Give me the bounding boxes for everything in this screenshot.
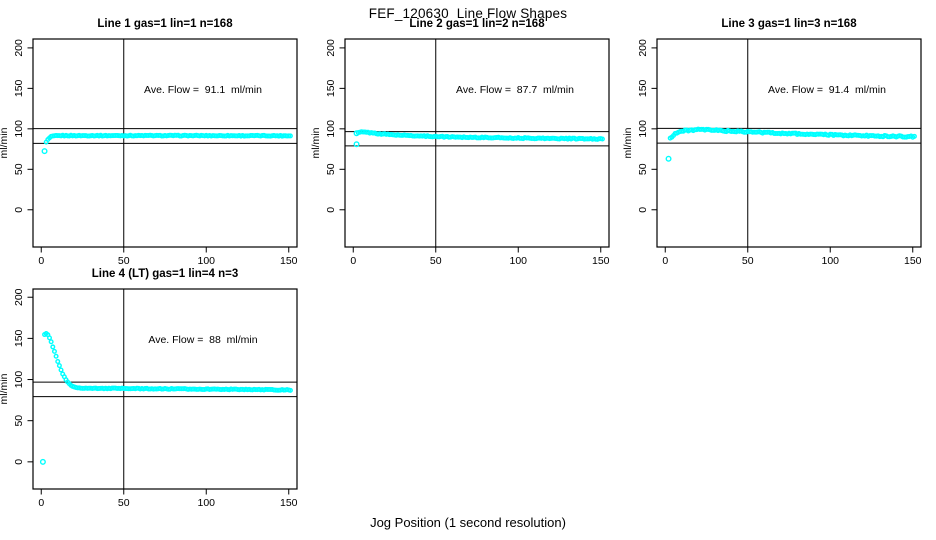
x-tick-label: 50 [742, 255, 754, 267]
x-tick-label: 150 [904, 255, 922, 267]
avg-flow-annotation: Ave. Flow = 88 ml/min [148, 334, 258, 346]
outlier-point [353, 130, 360, 137]
avg-flow-annotation: Ave. Flow = 87.7 ml/min [456, 84, 574, 96]
x-tick-label: 0 [662, 255, 668, 267]
y-tick-label: 200 [637, 39, 649, 57]
data-point [55, 359, 61, 365]
plot-canvas: 0 50 100 150 200 0 50 100 150 [325, 38, 610, 267]
outlier-point [353, 141, 360, 148]
y-tick-label: 150 [325, 79, 337, 97]
x-tick-label: 150 [592, 255, 610, 267]
outlier-point [41, 148, 48, 155]
avg-flow-annotation: Ave. Flow = 91.4 ml/min [768, 84, 886, 96]
x-tick-label: 50 [118, 255, 130, 267]
y-tick-label: 150 [13, 79, 25, 97]
x-tick-label: 0 [350, 255, 356, 267]
y-tick-label: 50 [637, 163, 649, 175]
y-tick-label: 100 [13, 120, 25, 138]
data-point [51, 348, 57, 354]
panel-title: Line 3 gas=1 lin=3 n=168 [721, 18, 857, 30]
data-point [48, 339, 54, 345]
data-point [287, 387, 293, 393]
y-tick-label: 0 [13, 207, 25, 213]
plot-canvas: 0 50 100 150 200 0 50 100 150 [13, 288, 298, 509]
data-point [911, 133, 917, 139]
x-tick-label: 50 [430, 255, 442, 267]
data-point [53, 353, 59, 359]
x-tick-label: 50 [118, 497, 130, 509]
panel-title: Line 4 (LT) gas=1 lin=4 n=3 [91, 268, 239, 280]
data-point [46, 335, 52, 341]
data-point [58, 367, 64, 373]
y-tick-label: 50 [13, 163, 25, 175]
panel-title: Line 1 gas=1 lin=1 n=168 [97, 18, 233, 30]
y-tick-label: 100 [637, 120, 649, 138]
y-tick-label: 200 [13, 288, 25, 306]
panel-title: Line 2 gas=1 lin=2 n=168 [409, 18, 545, 30]
plot-box [32, 288, 298, 490]
outlier-point [665, 155, 672, 162]
x-tick-label: 0 [38, 497, 44, 509]
panel-line-1: Line 1 gas=1 lin=1 n=168 ml/min Ave. Flo… [0, 18, 298, 267]
x-tick-label: 150 [280, 255, 298, 267]
y-tick-label: 0 [13, 459, 25, 465]
plot-canvas: 0 50 100 150 200 0 50 100 150 [637, 38, 922, 267]
outlier-point [39, 458, 46, 465]
figure-title: FEF_120630 Line Flow Shapes [368, 6, 568, 21]
panel-line-4: Line 4 (LT) gas=1 lin=4 n=3 ml/min Ave. … [0, 268, 298, 509]
y-tick-label: 50 [13, 415, 25, 427]
y-tick-label: 100 [325, 120, 337, 138]
plot-box [344, 38, 610, 248]
data-point [287, 133, 293, 139]
y-tick-label: 100 [13, 371, 25, 389]
data-point [56, 363, 62, 369]
x-tick-label: 100 [197, 255, 215, 267]
plot-box [656, 38, 922, 248]
y-tick-label: 0 [325, 207, 337, 213]
panel-line-3: Line 3 gas=1 lin=3 n=168 ml/min Ave. Flo… [622, 18, 922, 267]
x-axis-label: Jog Position (1 second resolution) [370, 515, 566, 530]
x-tick-label: 100 [821, 255, 839, 267]
x-tick-label: 150 [280, 497, 298, 509]
plot-canvas: 0 50 100 150 200 0 50 100 150 [13, 38, 298, 267]
y-tick-label: 200 [13, 39, 25, 57]
x-tick-label: 0 [38, 255, 44, 267]
data-point [50, 344, 56, 350]
y-tick-label: 200 [325, 39, 337, 57]
y-tick-label: 50 [325, 163, 337, 175]
x-tick-label: 100 [197, 497, 215, 509]
avg-flow-annotation: Ave. Flow = 91.1 ml/min [144, 84, 262, 96]
x-tick-label: 100 [509, 255, 527, 267]
y-tick-label: 150 [13, 329, 25, 347]
data-point [599, 136, 605, 142]
plot-box [32, 38, 298, 248]
y-tick-label: 150 [637, 79, 649, 97]
panel-line-2: Line 2 gas=1 lin=2 n=168 ml/min Ave. Flo… [310, 18, 610, 267]
y-tick-label: 0 [637, 207, 649, 213]
